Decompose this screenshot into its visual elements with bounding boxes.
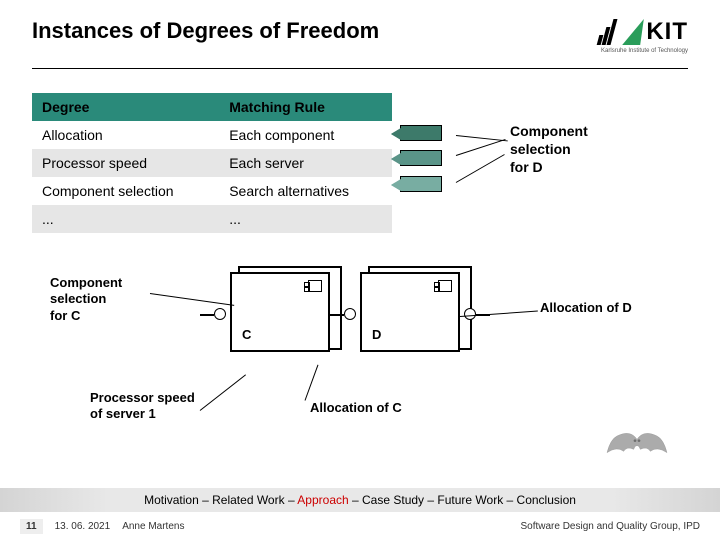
- breadcrumb: Motivation – Related Work – Approach – C…: [144, 493, 576, 507]
- footer-date: 13. 06. 2021: [55, 521, 111, 532]
- breadcrumb-item: Motivation: [144, 493, 199, 507]
- table-cell: ...: [219, 205, 392, 233]
- breadcrumb-bar: Motivation – Related Work – Approach – C…: [0, 488, 720, 512]
- connector-line: [305, 365, 319, 401]
- breadcrumb-separator: –: [285, 493, 298, 507]
- table-cell: Allocation: [32, 121, 219, 149]
- label-component-selection-d: Component selection for D: [510, 122, 588, 177]
- breadcrumb-item: Future Work: [437, 493, 503, 507]
- breadcrumb-item: Case Study: [362, 493, 424, 507]
- component-icon: [308, 280, 322, 292]
- mapping-arrow-icon: [400, 125, 442, 141]
- footer-author: Anne Martens: [122, 521, 184, 532]
- required-interface-icon: [214, 308, 226, 320]
- table-cell: Each server: [219, 149, 392, 177]
- required-interface-icon: [344, 308, 356, 320]
- table-row: Component selectionSearch alternatives: [32, 177, 392, 205]
- breadcrumb-item: Conclusion: [517, 493, 576, 507]
- table-cell: ...: [32, 205, 219, 233]
- label-allocation-d: Allocation of D: [540, 300, 632, 316]
- server-2-box: D: [360, 272, 460, 352]
- degrees-table: DegreeMatching Rule AllocationEach compo…: [32, 93, 392, 233]
- breadcrumb-separator: –: [199, 493, 212, 507]
- mapping-arrow-icon: [400, 150, 442, 166]
- label-component-selection-c: Component selection for C: [50, 275, 122, 324]
- component-d-label: D: [372, 327, 381, 342]
- logo-text: KIT: [646, 18, 688, 46]
- breadcrumb-separator: –: [349, 493, 362, 507]
- breadcrumb-separator: –: [424, 493, 437, 507]
- component-c-label: C: [242, 327, 251, 342]
- breadcrumb-separator: –: [503, 493, 516, 507]
- logo-subtitle: Karlsruhe Institute of Technology: [601, 48, 688, 54]
- page-number: 11: [20, 519, 43, 534]
- connector-line: [200, 374, 246, 410]
- footer-meta: 11 13. 06. 2021 Anne Martens Software De…: [0, 519, 720, 534]
- page-title: Instances of Degrees of Freedom: [32, 18, 379, 44]
- table-cell: Component selection: [32, 177, 219, 205]
- server-1-box: C: [230, 272, 330, 352]
- connector-line: [150, 293, 234, 306]
- table-row: ......: [32, 205, 392, 233]
- kit-logo: KIT Karlsruhe Institute of Technology: [598, 18, 688, 54]
- table-header-cell: Matching Rule: [219, 93, 392, 121]
- footer-group: Software Design and Quality Group, IPD: [520, 521, 700, 532]
- bat-decoration-icon: [602, 426, 672, 466]
- component-icon: [438, 280, 452, 292]
- label-allocation-c: Allocation of C: [310, 400, 402, 416]
- table-row: Processor speedEach server: [32, 149, 392, 177]
- table-row: AllocationEach component: [32, 121, 392, 149]
- component-diagram: C D: [230, 260, 470, 370]
- breadcrumb-item: Related Work: [212, 493, 284, 507]
- table-cell: Processor speed: [32, 149, 219, 177]
- mapping-arrow-icon: [400, 176, 442, 192]
- table-header-cell: Degree: [32, 93, 219, 121]
- table-cell: Each component: [219, 121, 392, 149]
- table-cell: Search alternatives: [219, 177, 392, 205]
- breadcrumb-item: Approach: [297, 493, 348, 507]
- label-processor-speed: Processor speed of server 1: [90, 390, 195, 423]
